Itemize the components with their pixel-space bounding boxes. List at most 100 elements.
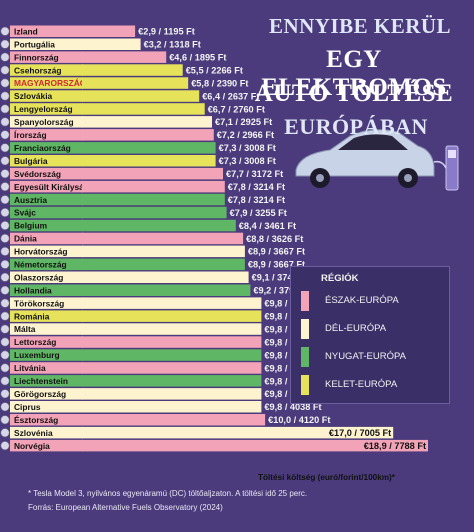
country-label-bg xyxy=(10,323,83,335)
value-label: €17,0 / 7005 Ft xyxy=(329,428,391,438)
country-label: Litvánia xyxy=(14,363,46,373)
country-label: Portugália xyxy=(14,39,55,49)
bar xyxy=(82,232,244,245)
flag-icon xyxy=(0,259,10,269)
legend-swatch-north xyxy=(301,291,309,311)
flag-icon xyxy=(0,246,10,256)
country-label: Szlovákia xyxy=(14,91,53,101)
bar xyxy=(82,116,212,128)
country-label-bg xyxy=(10,167,83,180)
flag-icon xyxy=(0,272,10,282)
bar-row: Lettország€9,8 / 4038 Ft xyxy=(0,336,322,348)
country-label: Norvégia xyxy=(14,441,50,451)
bar-row: Ciprus €9,8 / 4038 Ft xyxy=(0,401,322,413)
value-label: €7,8 / 3214 Ft xyxy=(228,182,285,192)
country-label-bg xyxy=(10,349,83,361)
flag-icon xyxy=(0,428,10,438)
value-label: €3,2 / 1318 Ft xyxy=(144,40,201,50)
bar-row: Luxemburg€9,8 / 4038 Ft xyxy=(0,349,322,361)
bar xyxy=(82,64,183,76)
country-label-bg xyxy=(10,388,83,400)
bar xyxy=(82,90,200,102)
value-label: €7,7 / 3172 Ft xyxy=(226,169,283,179)
country-label-bg xyxy=(10,310,83,322)
bar xyxy=(82,206,227,219)
country-label: Liechtenstein xyxy=(14,376,68,386)
bar xyxy=(82,103,205,115)
country-label: Lettország xyxy=(14,337,56,347)
flag-icon xyxy=(0,389,10,399)
flag-icon xyxy=(0,117,10,127)
bar xyxy=(82,155,216,167)
flag-icon xyxy=(0,169,10,179)
bar xyxy=(82,284,251,296)
bar xyxy=(82,362,262,374)
value-label: €6,4 / 2637 Ft xyxy=(202,91,259,101)
country-label-bg xyxy=(10,439,83,452)
country-label-bg xyxy=(10,206,83,219)
title-line-1: ENNYIBE KERÜL xyxy=(268,14,452,38)
flag-icon xyxy=(0,402,10,412)
bar xyxy=(82,38,141,50)
footnote-line-1: * Tesla Model 3, nyilvános egyenáramú (D… xyxy=(28,489,308,498)
country-label-bg xyxy=(10,219,83,232)
country-label: Görögország xyxy=(14,389,66,399)
value-label: €9,1 / 3749 Ft xyxy=(252,273,309,283)
country-label-bg xyxy=(10,297,83,309)
country-label-bg xyxy=(10,245,83,258)
country-label-bg xyxy=(10,284,83,296)
value-label: €8,4 / 3461 Ft xyxy=(239,221,296,231)
country-label: Bulgária xyxy=(14,156,48,166)
value-label: €7,9 / 3255 Ft xyxy=(230,208,287,218)
bar xyxy=(82,336,262,348)
value-label: €5,5 / 2266 Ft xyxy=(186,65,243,75)
bar-row: Románia€9,8 / 4038 Ft xyxy=(0,310,322,322)
legend-label-west: NYUGAT-EURÓPA xyxy=(325,351,406,362)
bar xyxy=(82,129,214,141)
country-label: Franciaország xyxy=(14,143,71,153)
bar-row: Izland €2,9 / 1195 Ft xyxy=(0,25,195,37)
country-label: Törökország xyxy=(14,298,64,308)
country-label-bg xyxy=(10,103,83,115)
bar-row: Franciaország €7,3 / 3008 Ft xyxy=(0,142,276,154)
bar-row: Spanyolország €7,1 / 2925 Ft xyxy=(0,116,272,128)
value-label: €18,9 / 7788 Ft xyxy=(364,441,426,451)
bar-row: Svájc €7,9 / 3255 Ft xyxy=(0,206,287,219)
country-label-bg xyxy=(10,336,83,348)
country-label-bg xyxy=(10,51,83,63)
title-line-4: EURÓPÁBAN xyxy=(284,114,428,139)
flag-icon xyxy=(0,363,10,373)
country-label: Szlovénia xyxy=(14,428,53,438)
value-label: €9,8 / 4038 Ft xyxy=(264,402,321,412)
bar xyxy=(82,142,216,154)
country-label: Észtország xyxy=(14,414,58,425)
legend-label-north: ÉSZAK-EURÓPA xyxy=(325,295,399,306)
country-label-bg xyxy=(10,116,83,128)
country-label: Írország xyxy=(14,129,47,140)
legend: RÉGIÓK ÉSZAK-EURÓPA DÉL-EURÓPA NYUGAT-EU… xyxy=(290,266,450,404)
country-label: Ciprus xyxy=(14,402,41,412)
bar-row: Szlovákia €6,4 / 2637 Ft xyxy=(0,90,259,102)
legend-label-east: KELET-EURÓPA xyxy=(325,379,398,390)
value-label: €7,3 / 3008 Ft xyxy=(219,143,276,153)
bar-row: Egyesült Királyság €7,8 / 3214 Ft xyxy=(0,180,285,193)
country-label: Lengyelország xyxy=(14,104,73,114)
axis-note: Töltési költség (euró/forint/100km)* xyxy=(258,473,395,482)
country-label-bg xyxy=(10,232,83,245)
footnote-line-2: Forrás: European Alternative Fuels Obser… xyxy=(28,503,223,512)
legend-swatch-south xyxy=(301,319,309,339)
legend-swatch-east xyxy=(301,375,309,395)
value-label: €8,9 / 3667 Ft xyxy=(248,247,305,257)
bar-row: Horvátország €8,9 / 3667 Ft xyxy=(0,245,305,258)
country-label-bg xyxy=(10,271,83,283)
country-label-bg xyxy=(10,25,83,37)
country-label-bg xyxy=(10,401,83,413)
bar-row: Csehország €5,5 / 2266 Ft xyxy=(0,64,243,76)
flag-icon xyxy=(0,285,10,295)
bar-row: Litvánia€9,8 / 4038 Ft xyxy=(0,362,322,374)
bar xyxy=(82,375,262,387)
bar-row: Törökország€9,8 / 4038 Ft xyxy=(0,297,322,309)
flag-icon xyxy=(0,78,10,88)
country-label: Belgium xyxy=(14,221,47,231)
flag-icon xyxy=(0,208,10,218)
